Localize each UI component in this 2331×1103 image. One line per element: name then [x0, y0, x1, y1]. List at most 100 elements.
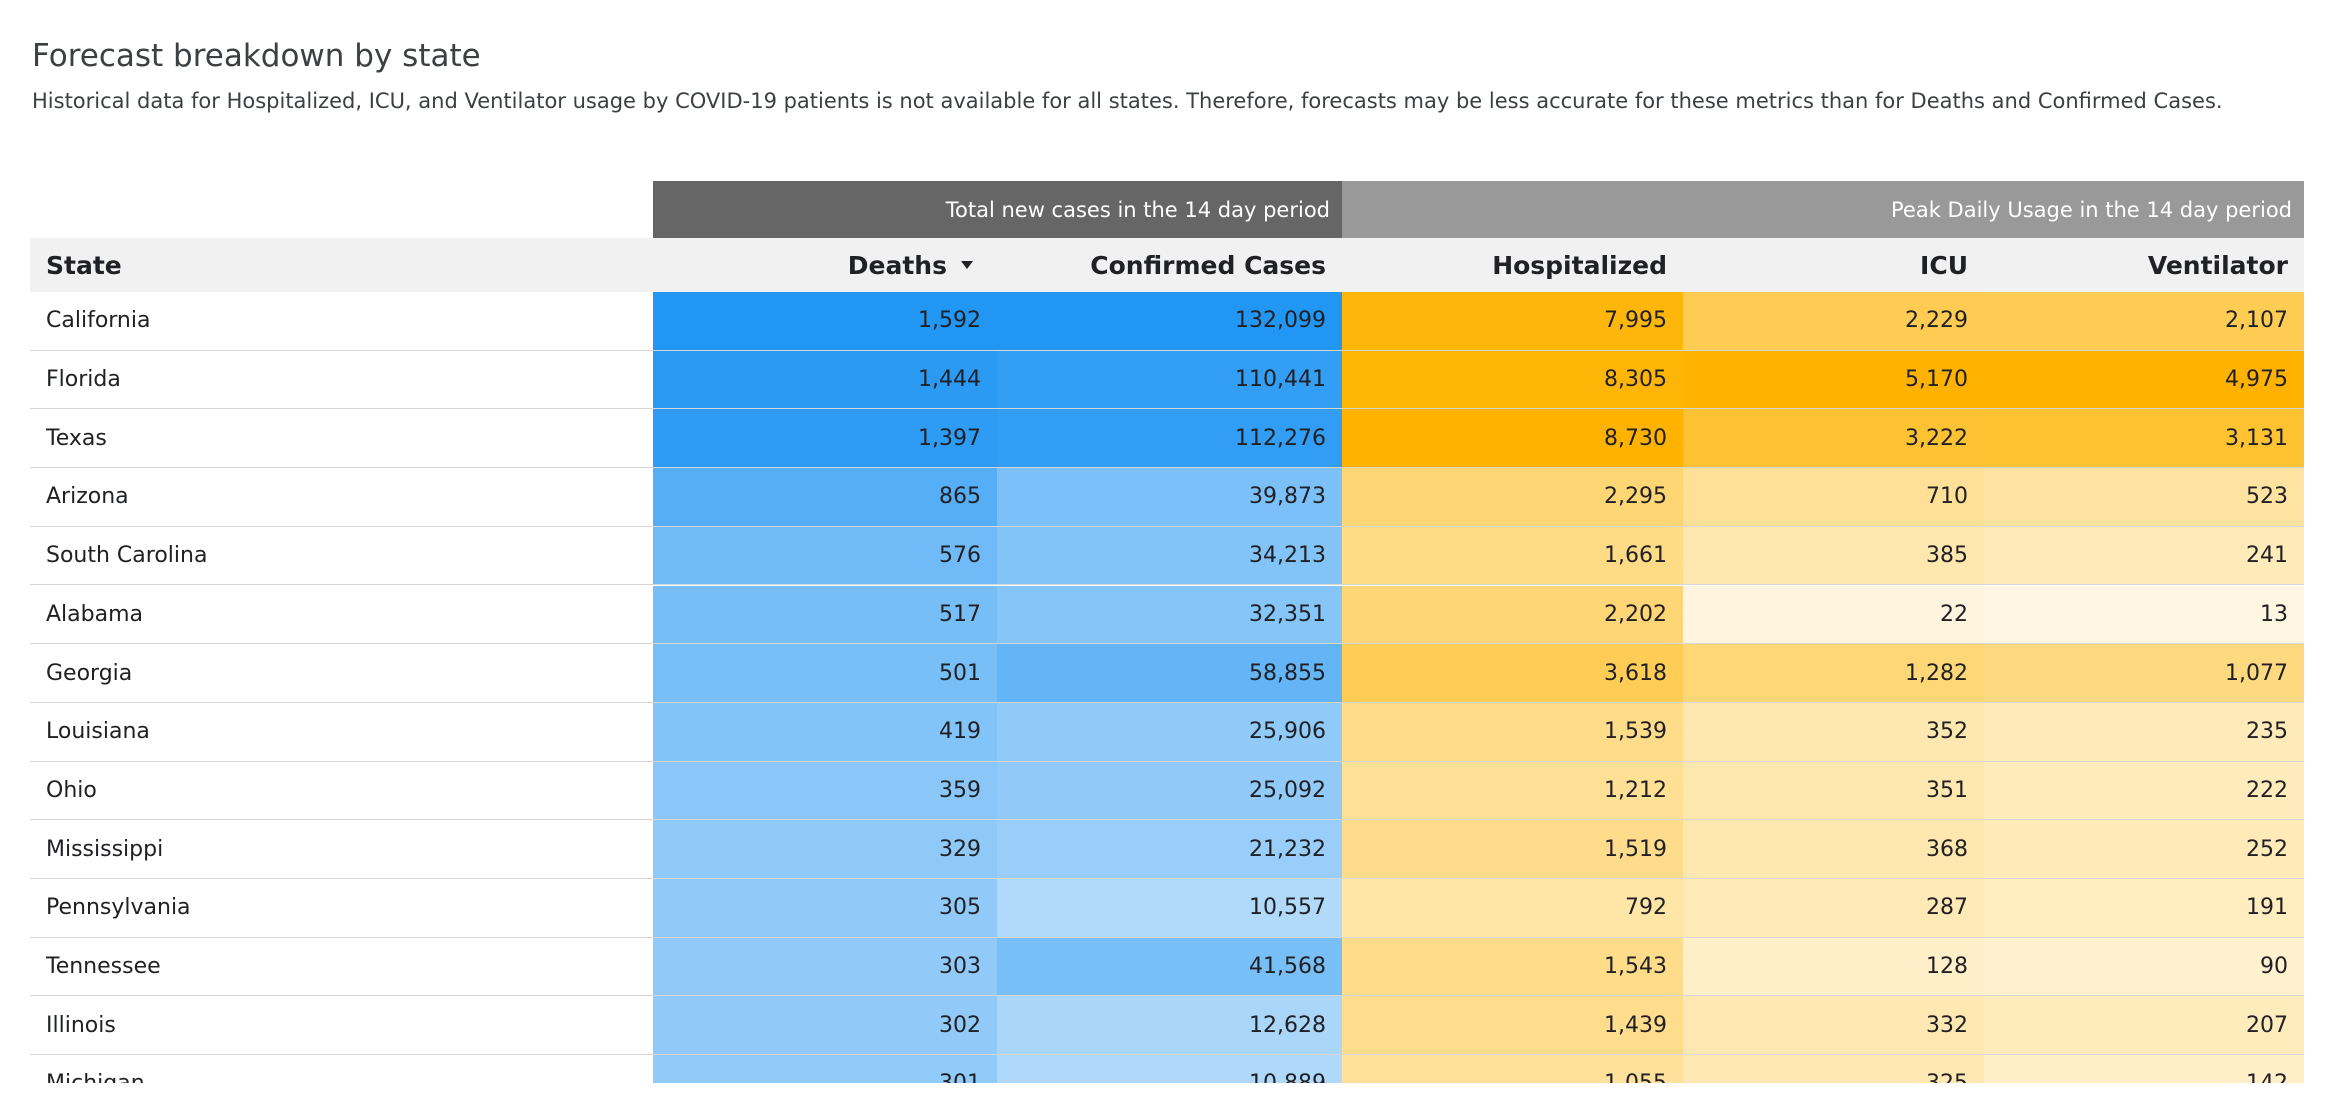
group-header: Peak Daily Usage in the 14 day period	[1342, 181, 2304, 238]
value-cell: 2,202	[1342, 585, 1683, 644]
value-cell: 39,873	[997, 468, 1342, 526]
value-cell: 329	[653, 820, 997, 878]
value-cell: 305	[653, 879, 997, 937]
value-cell: 1,539	[1342, 702, 1683, 761]
value-cell: 302	[653, 996, 997, 1055]
table-row: Georgia 501 58,855 3,618 1,282 1,077	[30, 644, 2304, 703]
value-cell: 4,975	[1984, 350, 2304, 409]
value-cell: 3,618	[1342, 644, 1683, 702]
value-cell: 110,441	[997, 350, 1342, 409]
value-cell: 3,131	[1984, 409, 2304, 468]
table-row: Arizona 865 39,873 2,295 710 523	[30, 468, 2304, 527]
title: Forecast breakdown by state	[32, 38, 481, 74]
table-row: Tennessee 303 41,568 1,543 128 90	[30, 937, 2304, 997]
column-header[interactable]: Deaths	[653, 238, 997, 292]
value-cell: 523	[1984, 468, 2304, 526]
value-cell: 7,995	[1342, 292, 1683, 350]
value-cell: 1,055	[1342, 1055, 1683, 1083]
group-header: Total new cases in the 14 day period	[653, 181, 1342, 238]
value-cell: 10,557	[997, 879, 1342, 937]
state-cell: Michigan	[30, 1055, 653, 1083]
value-cell: 2,107	[1984, 292, 2304, 350]
column-header[interactable]: ICU	[1683, 238, 1984, 292]
state-cell: Florida	[46, 367, 121, 393]
value-cell: 191	[1984, 879, 2304, 937]
state-cell: Illinois	[46, 1012, 116, 1038]
value-cell: 132,099	[997, 292, 1342, 350]
value-cell: 792	[1342, 879, 1683, 937]
value-cell: 301	[653, 1055, 997, 1083]
value-cell: 1,077	[1984, 644, 2304, 702]
column-header[interactable]: State	[30, 238, 653, 292]
value-cell: 142	[1984, 1055, 2304, 1083]
value-cell: 32,351	[997, 585, 1342, 644]
table-row: Pennsylvania 305 10,557 792 287 191	[30, 879, 2304, 938]
value-cell: 1,397	[653, 409, 997, 468]
value-cell: 207	[1984, 996, 2304, 1055]
state-cell: Georgia	[46, 660, 133, 686]
value-cell: 8,305	[1342, 350, 1683, 409]
state-cell: South Carolina	[46, 543, 208, 569]
value-cell: 10,889	[997, 1055, 1342, 1083]
value-cell: 1,444	[653, 350, 997, 409]
table-row: Ohio 359 25,092 1,212 351 222	[30, 761, 2304, 821]
state-cell: California	[46, 308, 151, 334]
value-cell: 5,170	[1683, 350, 1984, 409]
table-row: Louisiana 419 25,906 1,539 352 235	[30, 702, 2304, 762]
value-cell: 1,212	[1342, 761, 1683, 820]
value-cell: 865	[653, 468, 997, 526]
table-row: South Carolina 576 34,213 1,661 385 241	[30, 526, 2304, 586]
value-cell: 58,855	[997, 644, 1342, 702]
state-cell: Tennessee	[46, 954, 161, 980]
value-cell: 2,295	[1342, 468, 1683, 526]
value-cell: 1,519	[1342, 820, 1683, 878]
value-cell: 287	[1683, 879, 1984, 937]
state-cell: Louisiana	[46, 719, 150, 745]
value-cell: 222	[1984, 761, 2304, 820]
value-cell: 359	[653, 761, 997, 820]
state-cell: Alabama	[46, 601, 144, 627]
value-cell: 1,592	[653, 292, 997, 350]
value-cell: 21,232	[997, 820, 1342, 878]
value-cell: 576	[653, 526, 997, 585]
value-cell: 1,282	[1683, 644, 1984, 702]
value-cell: 22	[1683, 585, 1984, 644]
value-cell: 12,628	[997, 996, 1342, 1055]
value-cell: 332	[1683, 996, 1984, 1055]
table-row: California 1,592 132,099 7,995 2,229 2,107	[30, 292, 2304, 351]
state-cell: Mississippi	[46, 836, 164, 862]
table: Total new cases in the 14 day period Pea…	[30, 181, 2304, 1083]
table-row: Alabama 517 32,351 2,202 22 13	[30, 585, 2304, 645]
value-cell: 352	[1683, 702, 1984, 761]
table-row: Florida 1,444 110,441 8,305 5,170 4,975	[30, 350, 2304, 410]
column-header[interactable]: Hospitalized	[1342, 238, 1683, 292]
state-cell: Ohio	[46, 777, 97, 803]
value-cell: 34,213	[997, 526, 1342, 585]
value-cell: 351	[1683, 761, 1984, 820]
value-cell: 112,276	[997, 409, 1342, 468]
value-cell: 710	[1683, 468, 1984, 526]
value-cell: 2,229	[1683, 292, 1984, 350]
value-cell: 235	[1984, 702, 2304, 761]
table-row: Illinois 302 12,628 1,439 332 207	[30, 996, 2304, 1056]
value-cell: 501	[653, 644, 997, 702]
value-cell: 90	[1984, 937, 2304, 996]
sort-arrow	[961, 261, 973, 269]
state-cell: Texas	[46, 425, 107, 451]
value-cell: 1,543	[1342, 937, 1683, 996]
column-header[interactable]: Confirmed Cases	[997, 238, 1342, 292]
value-cell: 13	[1984, 585, 2304, 644]
value-cell: 385	[1683, 526, 1984, 585]
table-row: Texas 1,397 112,276 8,730 3,222 3,131	[30, 409, 2304, 469]
value-cell: 1,661	[1342, 526, 1683, 585]
value-cell: 3,222	[1683, 409, 1984, 468]
column-header[interactable]: Ventilator	[1984, 238, 2304, 292]
value-cell: 241	[1984, 526, 2304, 585]
value-cell: 25,092	[997, 761, 1342, 820]
state-cell: Pennsylvania	[46, 895, 191, 921]
value-cell: 128	[1683, 937, 1984, 996]
value-cell: 41,568	[997, 937, 1342, 996]
value-cell: 517	[653, 585, 997, 644]
value-cell: 303	[653, 937, 997, 996]
